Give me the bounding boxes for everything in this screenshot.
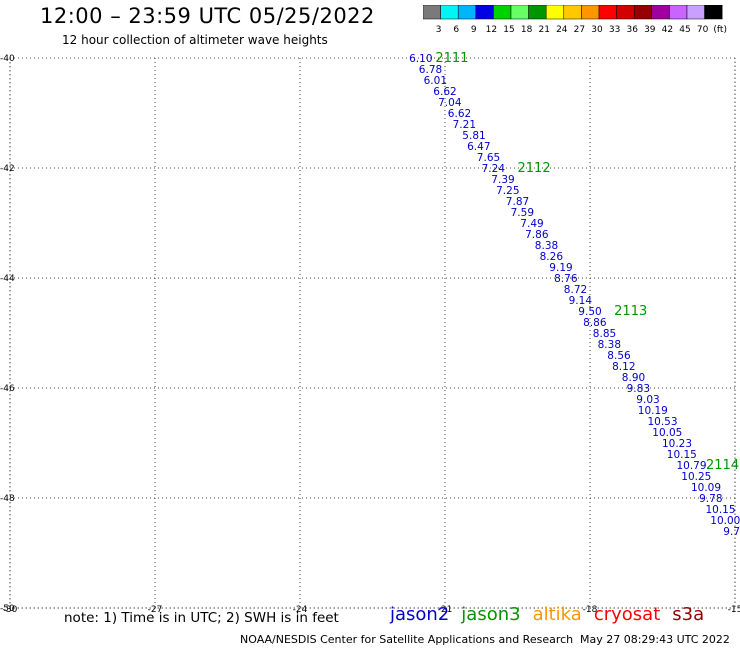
x-tick-label: -24 [293,605,308,615]
wave-height-point: 7.21 [453,119,476,131]
color-scale-bar: 3 6 9 12 15 18 21 24 27 30 33 36 39 42 45 70 (ft) [423,5,727,35]
wave-height-point: 10.15 [667,449,697,461]
wave-height-point: 8.26 [540,251,564,263]
wave-height-point: 10.09 [691,482,721,494]
wave-height-point: 10.05 [652,427,682,439]
colorbar-tick-label: 30 [591,25,603,35]
wave-height-point: 7.59 [511,207,534,219]
colorbar-tick-label: 70 [697,25,709,35]
legend-item-s3a: s3a [672,604,705,625]
colorbar-tick-label: 21 [538,25,549,35]
wave-height-point: 8.76 [554,273,578,285]
colorbar-tick-label: 42 [662,25,673,35]
colorbar-tick-label: 45 [679,25,690,35]
y-tick-label: -44 [0,274,15,284]
wave-height-point: 8.38 [535,240,558,252]
legend-item-cryosat: cryosat [593,604,661,625]
y-tick-label: -48 [0,494,15,504]
colorbar-tick-label: 18 [521,25,533,35]
y-tick-label: -42 [0,164,15,174]
legend-item-jason3: jason3 [461,604,521,625]
footnote: note: 1) Time is in UTC; 2) SWH is in fe… [64,610,339,626]
wave-height-point: 8.38 [598,339,621,351]
pass-number-label: 2112 [518,161,551,176]
wave-height-point: 7.25 [496,185,519,197]
wave-height-point: 7.49 [520,218,543,230]
colorbar-tick-label: 6 [453,25,459,35]
colorbar-tick-label: 3 [436,25,442,35]
wave-height-point: 9.03 [636,394,659,406]
legend-item-jason2: jason2 [390,604,450,625]
wave-height-point: 6.10 [409,53,432,65]
wave-height-point: 8.85 [593,328,616,340]
wave-height-point: 9.50 [578,306,601,318]
wave-height-point: 7.86 [525,229,549,241]
colorbar-tick-label: 9 [471,25,477,35]
y-tick-label: -46 [0,384,15,394]
wave-height-point: 8.86 [583,317,607,329]
chart-title: 12:00 – 23:59 UTC 05/25/2022 [40,4,375,28]
x-tick-label: -18 [583,605,598,615]
wave-height-point: 9.78 [699,493,722,505]
legend-item-altika: altika [532,604,582,625]
wave-height-point: 6.78 [419,64,442,76]
pass-number-label: 2114 [706,458,739,473]
wave-height-point: 10.53 [647,416,677,428]
wave-height-point: 6.62 [433,86,456,98]
x-tick-label: -30 [3,605,18,615]
wave-height-point: 10.79 [676,460,706,472]
wave-height-point: 8.12 [612,361,635,373]
wave-height-point: 7.04 [438,97,462,109]
colorbar-tick-label: 12 [486,25,497,35]
wave-height-point: 10.23 [662,438,692,450]
y-tick-label: -50 [0,604,15,614]
colorbar-tick-label: (ft) [713,25,727,35]
wave-height-point: 8.90 [622,372,645,384]
wave-height-point: 10.25 [681,471,711,483]
wave-height-point: 10.15 [705,504,735,516]
y-tick-label: -40 [0,54,15,64]
colorbar-tick-label: 15 [503,25,514,35]
wave-height-point: 9.77 [723,526,740,538]
wave-height-point: 7.87 [506,196,529,208]
wave-height-point: 6.62 [448,108,471,120]
colorbar-swatch [704,5,723,20]
wave-height-point: 7.39 [491,174,514,186]
wave-height-point: 7.24 [482,163,506,175]
credit-text: NOAA/NESDIS Center for Satellite Applica… [240,633,574,646]
wave-height-point: 6.47 [467,141,490,153]
wave-height-point: 5.81 [462,130,485,142]
wave-height-point: 10.00 [710,515,740,527]
plot-frame [9,57,736,609]
x-tick-label: -27 [148,605,163,615]
wave-height-point: 9.83 [627,383,650,395]
colorbar-tick-label: 33 [609,25,620,35]
satellite-legend: jason2 jason3 altika cryosat s3a [390,604,716,625]
wave-height-point: 6.01 [424,75,447,87]
colorbar-tick-label: 27 [574,25,585,35]
x-tick-label: -15 [728,605,740,615]
wave-height-point: 8.72 [564,284,587,296]
pass-number-label: 2113 [614,304,647,319]
wave-height-point: 9.14 [569,295,593,307]
pass-number-label: 2111 [435,51,468,66]
colorbar-tick-label: 39 [644,25,656,35]
wave-height-point: 7.65 [477,152,500,164]
colorbar-tick-label: 24 [556,25,568,35]
colorbar-tick-label: 36 [626,25,638,35]
wave-height-point: 8.56 [607,350,631,362]
x-tick-label: -21 [438,605,453,615]
chart-subtitle: 12 hour collection of altimeter wave hei… [62,33,328,47]
wave-height-point: 9.19 [549,262,572,274]
wave-height-point: 10.19 [638,405,668,417]
generation-timestamp: May 27 08:29:43 UTC 2022 [580,633,730,646]
